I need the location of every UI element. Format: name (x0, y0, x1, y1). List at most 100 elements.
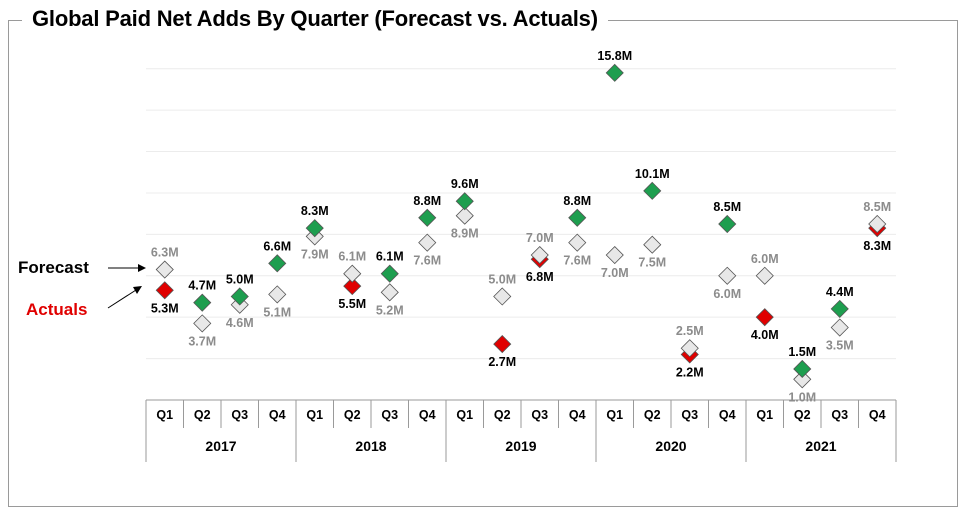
quarter-tick-label: Q4 (269, 408, 286, 422)
legend-actuals-label: Actuals (26, 300, 87, 319)
actual-point (568, 208, 587, 227)
actual-point (830, 299, 849, 318)
forecast-data-label: 6.1M (338, 250, 366, 264)
quarter-tick-label: Q4 (569, 408, 586, 422)
forecast-point (455, 206, 474, 225)
actual-point (418, 208, 437, 227)
forecast-data-label: 6.0M (751, 252, 779, 266)
quarter-tick-label: Q1 (756, 408, 773, 422)
legend-actuals-arrow (107, 289, 137, 309)
forecast-data-label: 3.7M (188, 334, 216, 348)
quarter-tick-label: Q1 (156, 408, 173, 422)
actual-data-label: 6.8M (526, 270, 554, 284)
forecast-point (868, 214, 887, 234)
forecast-data-label: 7.9M (301, 247, 329, 261)
forecast-point (718, 266, 737, 285)
actual-point (230, 287, 249, 306)
forecast-point (755, 266, 774, 285)
quarter-tick-label: Q3 (381, 408, 398, 422)
forecast-data-label: 7.0M (601, 266, 629, 280)
quarter-tick-label: Q2 (344, 408, 361, 422)
forecast-point (643, 235, 662, 254)
year-tick-label: 2020 (655, 438, 686, 454)
quarter-tick-label: Q3 (531, 408, 548, 422)
actual-data-label: 4.0M (751, 328, 779, 342)
data-marks (155, 63, 887, 389)
gridlines (146, 68, 896, 360)
forecast-point (830, 318, 849, 337)
actual-data-label: 9.6M (451, 177, 479, 191)
year-tick-label: 2017 (205, 438, 236, 454)
actual-point (268, 254, 287, 273)
actual-data-label: 8.3M (863, 239, 891, 253)
chart-title: Global Paid Net Adds By Quarter (Forecas… (22, 6, 608, 32)
quarter-tick-label: Q4 (869, 408, 886, 422)
forecast-data-label: 6.0M (713, 287, 741, 301)
actual-data-label: 4.7M (188, 279, 216, 293)
actual-point (380, 264, 399, 283)
forecast-data-label: 4.6M (226, 316, 254, 330)
actual-point (755, 308, 774, 327)
forecast-point (680, 339, 699, 358)
forecast-point (155, 260, 174, 279)
actual-data-label: 15.8M (597, 49, 632, 63)
quarter-tick-label: Q4 (719, 408, 736, 422)
year-tick-label: 2021 (805, 438, 836, 454)
actual-data-label: 5.5M (338, 297, 366, 311)
actual-data-label: 8.3M (301, 204, 329, 218)
year-tick-label: 2018 (355, 438, 386, 454)
forecast-point (530, 245, 549, 265)
forecast-data-label: 5.2M (376, 303, 404, 317)
forecast-point (605, 245, 624, 265)
actual-data-label: 8.8M (413, 194, 441, 208)
actual-point (493, 335, 512, 354)
forecast-point (380, 283, 399, 302)
actual-point (793, 359, 812, 379)
forecast-point (568, 233, 587, 252)
actual-data-label: 8.5M (713, 200, 741, 214)
forecast-data-label: 7.6M (563, 254, 591, 268)
forecast-data-label: 3.5M (826, 339, 854, 353)
forecast-point (193, 314, 212, 333)
actual-point (155, 281, 174, 300)
quarter-tick-label: Q2 (194, 408, 211, 422)
forecast-data-label: 7.0M (526, 231, 554, 245)
x-axis: Q1 Q2 Q3 Q4 Q1 Q2 Q3 Q4 Q1 Q2 Q3 Q4 Q1 Q2 Q3 Q4 Q1 Q2 Q3 Q4… (145, 399, 897, 462)
quarter-tick-label: Q1 (306, 408, 323, 422)
quarter-tick-label: Q2 (644, 408, 661, 422)
forecast-data-label: 5.1M (263, 305, 291, 319)
forecast-point (268, 285, 287, 304)
actual-point (343, 277, 362, 296)
actual-data-label: 10.1M (635, 167, 670, 181)
forecast-data-label: 6.3M (151, 246, 179, 260)
actual-data-label: 1.5M (788, 345, 816, 359)
forecast-data-label: 1.0M (788, 390, 816, 404)
actual-data-label: 8.8M (563, 194, 591, 208)
legend-forecast-arrowhead (138, 264, 146, 272)
quarter-tick-label: Q3 (681, 408, 698, 422)
actual-point (605, 63, 624, 82)
actual-point (643, 181, 662, 200)
actual-data-label: 6.1M (376, 250, 404, 264)
actual-point (718, 214, 737, 234)
forecast-data-label: 8.9M (451, 227, 479, 241)
actual-point (455, 192, 474, 211)
actual-data-label: 2.2M (676, 365, 704, 379)
quarter-tick-label: Q3 (231, 408, 248, 422)
quarter-tick-label: Q4 (419, 408, 436, 422)
forecast-data-label: 7.5M (638, 256, 666, 270)
data-labels: 5.3M 6.3M 4.7M 3.7M 5.0M 4.6M 6.6M 5.1M 8.3M 7.9M… (151, 49, 891, 404)
actual-data-label: 5.0M (226, 272, 254, 286)
legend-actuals-arrowhead (133, 286, 142, 294)
actual-data-label: 2.7M (488, 355, 516, 369)
quarter-tick-label: Q1 (606, 408, 623, 422)
quarter-tick-label: Q3 (831, 408, 848, 422)
quarter-tick-label: Q2 (794, 408, 811, 422)
forecast-point (793, 370, 812, 389)
legend-forecast-label: Forecast (18, 258, 89, 277)
year-tick-label: 2019 (505, 438, 536, 454)
actual-data-label: 4.4M (826, 285, 854, 299)
legend: Forecast Actuals (18, 258, 146, 319)
actual-data-label: 6.6M (263, 239, 291, 253)
